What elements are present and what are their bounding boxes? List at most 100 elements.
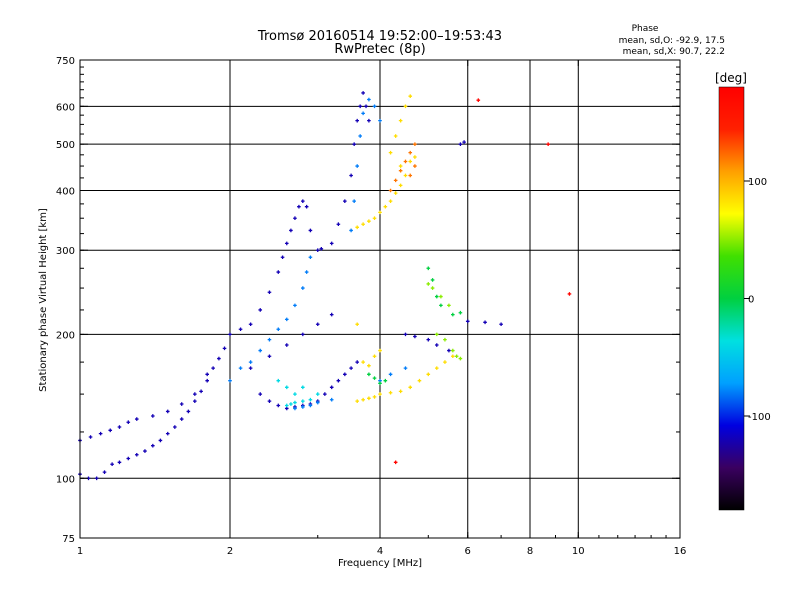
data-point	[413, 155, 417, 159]
data-point	[284, 317, 289, 322]
data-point	[372, 395, 377, 399]
data-point	[315, 392, 320, 396]
data-point	[284, 241, 289, 246]
data-point	[205, 378, 209, 383]
data-point	[388, 188, 393, 193]
data-point	[228, 378, 232, 383]
data-point	[280, 255, 285, 260]
data-point	[413, 164, 417, 168]
x-axis: 1 2 4 6 8 10 16	[77, 60, 686, 557]
data-point	[276, 270, 281, 274]
data-point	[117, 425, 122, 429]
data-point	[451, 312, 455, 317]
data-point	[102, 470, 107, 474]
data-point	[361, 397, 365, 402]
data-point	[329, 397, 334, 402]
data-point	[315, 322, 320, 327]
y-tick-label: 500	[56, 140, 75, 151]
data-point	[238, 327, 243, 332]
data-point	[383, 204, 388, 209]
data-point	[248, 322, 253, 327]
colorbar-tick-label: 0	[748, 295, 754, 306]
data-point	[465, 319, 470, 324]
data-point	[398, 164, 403, 168]
data-point	[408, 173, 413, 178]
data-point	[267, 290, 272, 295]
x-tick-label: 10	[572, 546, 585, 557]
data-point	[293, 400, 297, 405]
data-point	[308, 228, 313, 233]
data-point	[361, 360, 365, 364]
data-point	[361, 91, 365, 95]
data-point	[434, 294, 439, 299]
data-point	[267, 337, 272, 342]
data-point	[179, 402, 184, 406]
data-point	[110, 462, 114, 467]
data-point	[413, 142, 417, 146]
data-point	[205, 372, 209, 377]
data-point	[367, 363, 371, 368]
data-point	[393, 460, 398, 465]
data-point	[355, 225, 359, 230]
data-point	[398, 183, 403, 188]
data-point	[451, 348, 455, 353]
data-point	[284, 343, 289, 347]
data-point	[301, 286, 305, 290]
x-tick-label: 6	[465, 546, 471, 557]
data-point	[462, 140, 466, 144]
data-point	[476, 98, 481, 102]
data-point	[193, 399, 197, 403]
data-point	[434, 366, 439, 370]
data-point	[143, 449, 147, 453]
stats-line-x: mean, sd,X: 90.7, 22.2	[623, 47, 725, 57]
data-point	[499, 322, 503, 327]
data-point	[134, 417, 139, 421]
data-point	[267, 399, 272, 403]
data-point	[301, 385, 305, 390]
data-point	[403, 332, 408, 337]
colorbar-ticks: 100 0 -100	[744, 177, 771, 423]
data-point	[408, 150, 413, 155]
data-point	[329, 385, 334, 390]
data-point	[430, 286, 435, 290]
data-point	[454, 354, 459, 359]
data-point	[388, 372, 393, 377]
data-point	[546, 142, 550, 146]
data-point	[393, 191, 398, 195]
data-point	[329, 241, 334, 246]
data-point	[417, 378, 422, 383]
data-point	[372, 376, 377, 380]
data-point	[355, 164, 359, 168]
data-point	[430, 278, 435, 282]
data-point	[355, 399, 359, 403]
data-point	[258, 308, 263, 312]
data-point	[126, 420, 131, 425]
data-point	[319, 247, 324, 251]
data-point	[447, 348, 451, 353]
data-point	[108, 428, 113, 433]
data-point	[134, 452, 139, 457]
colorbar-tick-label: -100	[748, 412, 771, 423]
data-point	[323, 392, 327, 396]
data-point	[367, 372, 371, 377]
data-point	[403, 104, 408, 109]
y-tick-label: 400	[56, 186, 75, 197]
data-point	[336, 378, 341, 383]
data-point	[186, 409, 191, 414]
data-point	[367, 118, 371, 123]
data-point	[408, 94, 413, 98]
colorbar-tick-label: 100	[748, 177, 767, 188]
data-point	[372, 216, 377, 221]
y-tick-label: 200	[56, 330, 75, 341]
data-point	[378, 392, 382, 396]
data-point	[439, 294, 443, 299]
data-point	[126, 456, 131, 461]
data-point	[301, 199, 305, 203]
data-point	[173, 425, 177, 429]
data-point	[329, 312, 334, 317]
data-point	[383, 378, 388, 383]
data-point	[364, 104, 368, 109]
y-tick-label: 750	[56, 56, 75, 67]
y-tick-label: 100	[56, 474, 75, 485]
